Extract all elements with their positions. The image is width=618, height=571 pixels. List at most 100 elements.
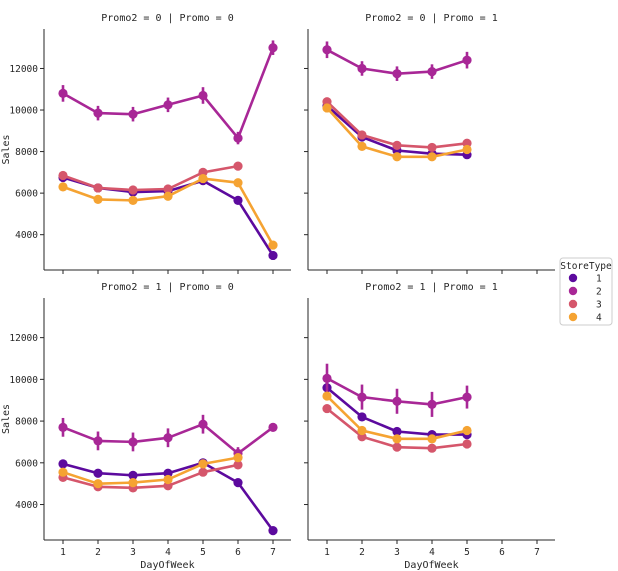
legend-marker bbox=[568, 286, 578, 296]
x-tick-label: 5 bbox=[464, 547, 470, 558]
data-point bbox=[392, 426, 402, 437]
data-point bbox=[128, 109, 138, 119]
data-point bbox=[322, 391, 332, 401]
data-point bbox=[58, 170, 68, 181]
x-tick-label: 6 bbox=[235, 547, 241, 558]
y-tick-label: 10000 bbox=[9, 106, 38, 117]
data-point bbox=[93, 468, 103, 478]
data-point bbox=[322, 403, 332, 414]
series-line-storetype-3 bbox=[62, 463, 239, 490]
data-point bbox=[322, 103, 332, 113]
data-point bbox=[163, 191, 173, 201]
x-tick-label: 5 bbox=[200, 547, 206, 558]
data-point bbox=[233, 460, 243, 470]
data-point bbox=[58, 88, 68, 99]
data-point bbox=[322, 373, 332, 383]
data-point bbox=[392, 434, 402, 444]
data-point bbox=[198, 419, 208, 429]
data-point bbox=[427, 443, 437, 453]
x-tick-label: 7 bbox=[534, 547, 540, 558]
data-point bbox=[233, 452, 243, 463]
data-point bbox=[322, 45, 332, 55]
x-tick-label: 1 bbox=[324, 547, 330, 558]
data-point bbox=[93, 108, 103, 118]
y-tick-label: 8000 bbox=[15, 417, 38, 428]
panel-title: Promo2 = 1 | Promo = 0 bbox=[101, 282, 233, 293]
panel-title: Promo2 = 0 | Promo = 0 bbox=[101, 13, 233, 24]
data-point bbox=[462, 144, 472, 155]
data-point bbox=[268, 422, 278, 432]
legend-label: 1 bbox=[596, 274, 602, 285]
data-point bbox=[128, 437, 138, 447]
data-point bbox=[392, 442, 402, 452]
data-point bbox=[198, 459, 208, 469]
data-point bbox=[357, 130, 367, 140]
data-point bbox=[58, 422, 68, 432]
data-point bbox=[163, 184, 173, 194]
data-point bbox=[233, 133, 243, 143]
data-point bbox=[58, 467, 68, 477]
data-point bbox=[392, 140, 402, 150]
y-tick-label: 6000 bbox=[15, 458, 38, 469]
data-point bbox=[233, 178, 243, 188]
y-tick-label: 8000 bbox=[15, 147, 38, 158]
series-line-storetype-4 bbox=[62, 456, 239, 486]
data-point bbox=[93, 479, 103, 489]
data-point bbox=[392, 152, 402, 162]
x-tick-label: 4 bbox=[165, 547, 171, 558]
data-point bbox=[233, 195, 243, 206]
data-point bbox=[357, 63, 367, 74]
x-tick-label: 2 bbox=[95, 547, 101, 558]
x-tick-label: 2 bbox=[359, 547, 365, 558]
y-axis-label: Sales bbox=[1, 404, 12, 434]
data-point bbox=[268, 526, 278, 536]
x-tick-label: 7 bbox=[270, 547, 276, 558]
x-tick-label: 3 bbox=[394, 547, 400, 558]
legend-marker bbox=[568, 312, 578, 322]
x-tick-label: 4 bbox=[429, 547, 435, 558]
data-point bbox=[268, 240, 278, 250]
y-tick-label: 10000 bbox=[9, 375, 38, 386]
data-point bbox=[357, 412, 367, 422]
data-point bbox=[357, 425, 367, 436]
data-point bbox=[163, 433, 173, 443]
series-line-storetype-3 bbox=[62, 164, 239, 192]
data-point bbox=[58, 459, 68, 469]
data-point bbox=[427, 152, 437, 162]
x-tick-label: 6 bbox=[499, 547, 505, 558]
data-point bbox=[392, 396, 402, 406]
data-point bbox=[128, 195, 138, 206]
legend-marker bbox=[568, 273, 578, 283]
x-tick-label: 1 bbox=[60, 547, 66, 558]
y-tick-label: 4000 bbox=[15, 230, 38, 241]
data-point bbox=[93, 183, 103, 193]
data-point bbox=[198, 90, 208, 101]
data-point bbox=[462, 392, 472, 402]
y-axis-label: Sales bbox=[1, 134, 12, 164]
data-point bbox=[233, 161, 243, 171]
data-point bbox=[198, 173, 208, 184]
data-point bbox=[163, 474, 173, 485]
panel-title: Promo2 = 0 | Promo = 1 bbox=[365, 13, 497, 24]
legend-title: StoreType bbox=[560, 261, 612, 272]
data-point bbox=[392, 69, 402, 79]
data-point bbox=[462, 425, 472, 436]
x-tick-label: 3 bbox=[130, 547, 136, 558]
data-point bbox=[128, 470, 138, 480]
data-point bbox=[93, 436, 103, 446]
data-point bbox=[427, 399, 437, 409]
data-point bbox=[427, 142, 437, 153]
data-point bbox=[198, 467, 208, 477]
data-point bbox=[128, 478, 138, 488]
data-point bbox=[163, 100, 173, 110]
x-axis-label: DayOfWeek bbox=[140, 560, 194, 571]
series-line-storetype-2 bbox=[62, 47, 275, 140]
data-point bbox=[427, 434, 437, 444]
x-axis-label: DayOfWeek bbox=[404, 560, 458, 571]
data-point bbox=[233, 478, 243, 488]
data-point bbox=[427, 66, 437, 77]
y-tick-label: 12000 bbox=[9, 64, 38, 75]
data-point bbox=[268, 250, 278, 261]
data-point bbox=[268, 43, 278, 53]
data-point bbox=[462, 55, 472, 65]
